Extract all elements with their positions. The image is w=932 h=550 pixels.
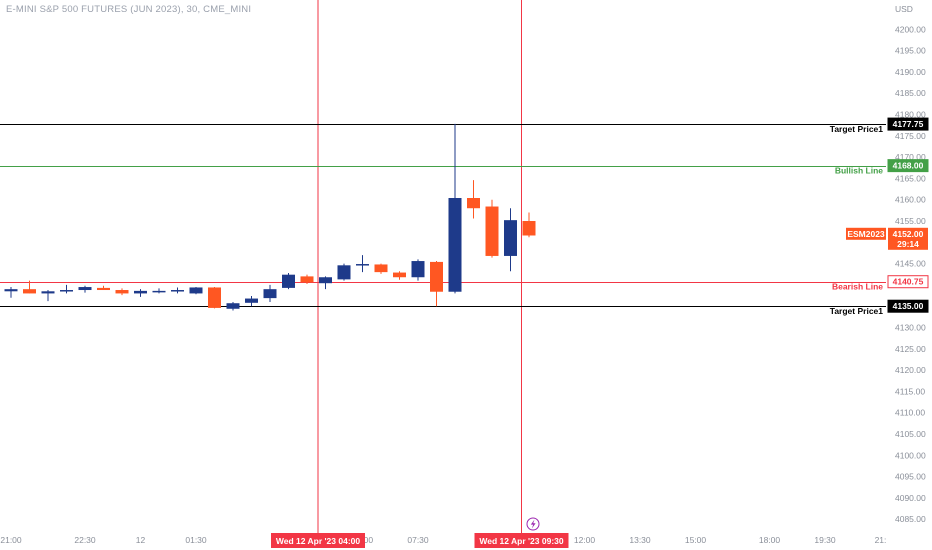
y-tick-label: 4120.00 bbox=[895, 365, 926, 375]
x-tick-label: 13:30 bbox=[629, 535, 651, 545]
y-tick-label: 4105.00 bbox=[895, 429, 926, 439]
x-tick-label: 21:00 bbox=[0, 535, 22, 545]
y-tick-label: 4195.00 bbox=[895, 46, 926, 56]
price-tag-target_lower bbox=[887, 299, 929, 313]
candle[interactable] bbox=[115, 290, 129, 294]
y-tick-label: 4165.00 bbox=[895, 173, 926, 183]
crosshair-time-tag bbox=[474, 533, 569, 548]
y-tick-label: 4185.00 bbox=[895, 88, 926, 98]
y-tick-label: 4190.00 bbox=[895, 67, 926, 77]
candle[interactable] bbox=[245, 298, 258, 303]
candle[interactable] bbox=[97, 287, 110, 291]
line-label-target_lower: Target Price1 bbox=[830, 306, 884, 316]
candle[interactable] bbox=[23, 289, 36, 294]
candle[interactable] bbox=[4, 289, 18, 292]
symbol-tag-text: ESM2023 bbox=[847, 229, 885, 239]
candle[interactable] bbox=[485, 206, 499, 256]
current-price-tag bbox=[888, 227, 928, 250]
candle[interactable] bbox=[171, 290, 184, 292]
x-tick-label: 19:30 bbox=[814, 535, 836, 545]
candle[interactable] bbox=[374, 264, 388, 273]
y-tick-label: 4170.00 bbox=[895, 152, 926, 162]
candle[interactable] bbox=[78, 287, 92, 291]
candle[interactable] bbox=[300, 276, 314, 283]
candle[interactable] bbox=[152, 290, 166, 293]
y-tick-label: 4155.00 bbox=[895, 216, 926, 226]
y-tick-label: 4115.00 bbox=[895, 386, 925, 396]
y-tick-label: 4125.00 bbox=[895, 344, 926, 354]
line-label-bullish: Bullish Line bbox=[835, 166, 883, 176]
chart-title: E-MINI S&P 500 FUTURES (JUN 2023), 30, C… bbox=[6, 4, 252, 15]
y-tick-label: 4110.00 bbox=[895, 408, 925, 418]
countdown-text: 29:14 bbox=[897, 239, 919, 249]
x-tick-label: 21: bbox=[875, 535, 887, 545]
y-tick-label: 4100.00 bbox=[895, 450, 926, 460]
candle[interactable] bbox=[208, 287, 221, 308]
price-tag-text-target_lower: 4135.00 bbox=[893, 301, 924, 311]
candle[interactable] bbox=[522, 221, 536, 236]
x-tick-label: 22:30 bbox=[74, 535, 96, 545]
line-label-bearish: Bearish Line bbox=[832, 282, 883, 292]
y-tick-label: 4175.00 bbox=[895, 131, 926, 141]
y-tick-label: 4095.00 bbox=[895, 472, 926, 482]
price-tag-bearish bbox=[887, 275, 929, 289]
candle[interactable] bbox=[319, 277, 332, 284]
y-tick-label: 4090.00 bbox=[895, 493, 926, 503]
crosshair-time-text: Wed 12 Apr '23 09:30 bbox=[479, 536, 564, 546]
candle[interactable] bbox=[448, 198, 462, 292]
candle[interactable] bbox=[134, 290, 147, 294]
x-tick-label: 12:00 bbox=[574, 535, 596, 545]
price-tag-text-bearish: 4140.75 bbox=[893, 277, 924, 287]
candle[interactable] bbox=[393, 272, 406, 278]
line-label-target_upper: Target Price1 bbox=[830, 124, 884, 134]
crosshair-time-tag bbox=[271, 533, 365, 548]
candle[interactable] bbox=[263, 289, 277, 299]
y-tick-label: 4085.00 bbox=[895, 514, 926, 524]
lightning-icon-glyph bbox=[530, 519, 536, 529]
candle[interactable] bbox=[41, 291, 55, 294]
price-tag-text-bullish: 4168.00 bbox=[893, 161, 924, 171]
price-tag-bullish bbox=[887, 159, 929, 173]
candle[interactable] bbox=[337, 265, 351, 280]
candle[interactable] bbox=[226, 303, 240, 309]
price-tag-target_upper bbox=[887, 117, 929, 131]
x-tick-label: 15:00 bbox=[685, 535, 707, 545]
candle[interactable] bbox=[356, 264, 369, 266]
y-tick-label: 4130.00 bbox=[895, 323, 926, 333]
candle[interactable] bbox=[60, 290, 73, 292]
candle[interactable] bbox=[467, 198, 480, 209]
crosshair-time-text: Wed 12 Apr '23 04:00 bbox=[276, 536, 361, 546]
y-tick-label: 4200.00 bbox=[895, 24, 926, 34]
candle[interactable] bbox=[430, 261, 443, 292]
y-tick-label: 4145.00 bbox=[895, 259, 926, 269]
axis-currency-label: USD bbox=[895, 4, 913, 14]
current-price-text: 4152.00 bbox=[893, 229, 924, 239]
y-tick-label: 4160.00 bbox=[895, 195, 926, 205]
x-tick-label: 18:00 bbox=[759, 535, 781, 545]
candle[interactable] bbox=[504, 220, 517, 256]
x-tick-label: 12 bbox=[136, 535, 146, 545]
candle[interactable] bbox=[411, 261, 425, 278]
symbol-tag bbox=[846, 227, 886, 240]
price-tag-text-target_upper: 4177.75 bbox=[893, 119, 924, 129]
x-tick-label: 07:30 bbox=[407, 535, 429, 545]
x-tick-label: 01:30 bbox=[185, 535, 207, 545]
candle[interactable] bbox=[189, 287, 203, 294]
y-tick-label: 4180.00 bbox=[895, 110, 926, 120]
candle[interactable] bbox=[282, 274, 295, 288]
